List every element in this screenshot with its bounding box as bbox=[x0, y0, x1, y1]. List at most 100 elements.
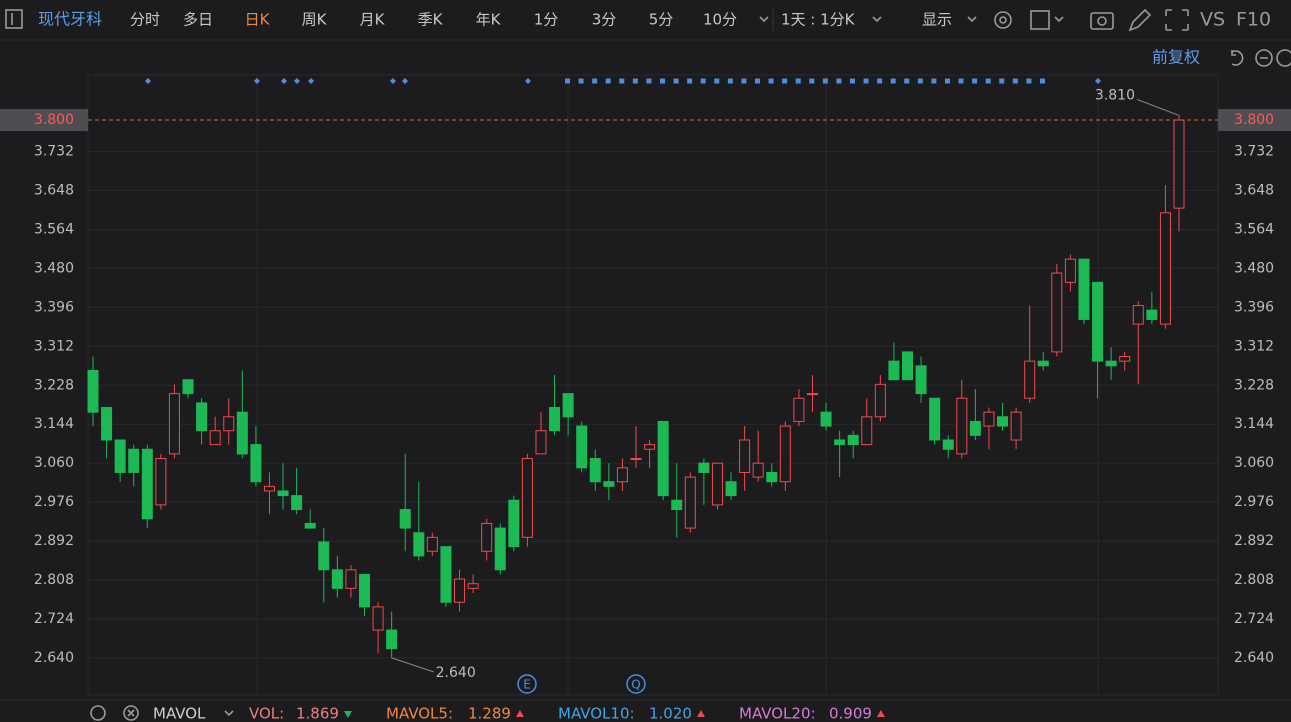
f10-button[interactable]: F10 bbox=[1236, 9, 1271, 31]
period-tab[interactable]: 年K bbox=[476, 11, 502, 29]
y-tick-label-right: 3.396 bbox=[1234, 299, 1274, 315]
candle-body bbox=[779, 425, 791, 483]
y-tick-label: 3.732 bbox=[34, 144, 74, 160]
candle-body bbox=[806, 393, 818, 396]
candle-body bbox=[684, 476, 696, 529]
stock-name[interactable]: 现代牙科 bbox=[38, 10, 102, 29]
layout-icon[interactable] bbox=[1030, 10, 1050, 30]
indicator-label: MAVOL5: bbox=[386, 705, 453, 722]
period-tab[interactable]: 季K bbox=[418, 11, 444, 29]
candle-body bbox=[304, 522, 316, 529]
candle-body bbox=[725, 481, 737, 497]
candle-body bbox=[155, 458, 167, 506]
candle-body bbox=[616, 467, 628, 483]
event-badge[interactable] bbox=[626, 674, 646, 694]
candle-body bbox=[1146, 309, 1158, 320]
trend-arrow bbox=[696, 710, 705, 717]
y-tick-label-right: 2.976 bbox=[1234, 494, 1274, 510]
indicator-values: VOL: 1.869 MAVOL5: 1.289 MAVOL10: 1.020 MAVOL2… bbox=[249, 705, 885, 722]
candle-body bbox=[413, 532, 425, 557]
candle-body bbox=[1119, 356, 1131, 362]
draw-icon[interactable] bbox=[1128, 8, 1152, 32]
y-tick-label: 3.060 bbox=[34, 455, 74, 471]
candle-body bbox=[114, 439, 126, 473]
period-tab[interactable]: 3分 bbox=[592, 11, 617, 29]
period-tab[interactable]: 月K bbox=[360, 11, 386, 29]
candle-body bbox=[101, 407, 113, 441]
candle-body bbox=[1010, 411, 1022, 441]
candle-body bbox=[508, 499, 520, 548]
candle-body bbox=[793, 397, 805, 422]
period-tab[interactable]: 日K bbox=[245, 11, 271, 29]
range-select[interactable]: 1天 : 1分K bbox=[781, 11, 856, 29]
candle-body bbox=[874, 383, 886, 418]
candle-body bbox=[644, 444, 656, 450]
candle-body bbox=[589, 458, 601, 483]
candle-body bbox=[657, 420, 669, 497]
period-tab[interactable]: 分时 bbox=[130, 11, 160, 29]
candle-body bbox=[562, 393, 574, 418]
candle-body bbox=[1037, 360, 1049, 367]
y-tick-label: 2.724 bbox=[34, 611, 74, 627]
candle-body bbox=[1132, 305, 1144, 325]
settings-icon[interactable] bbox=[994, 11, 1012, 29]
trend-arrow bbox=[515, 710, 524, 717]
min-leader bbox=[391, 657, 434, 673]
vs-button[interactable]: VS bbox=[1200, 9, 1225, 31]
candle-body bbox=[345, 569, 357, 589]
y-tick-label: 3.228 bbox=[34, 377, 74, 393]
period-tab[interactable]: 1分 bbox=[534, 11, 559, 29]
candle-body bbox=[1064, 258, 1076, 283]
candle-body bbox=[915, 365, 927, 395]
indicator-value: 1.020 bbox=[649, 705, 692, 722]
y-tick-label: 2.976 bbox=[34, 494, 74, 510]
indicator-value: 1.289 bbox=[468, 705, 511, 722]
candle-body bbox=[888, 360, 900, 381]
indicator-value: 0.909 bbox=[829, 705, 872, 722]
y-tick-label-right: 3.312 bbox=[1234, 338, 1274, 354]
adjust-mode[interactable]: 前复权 bbox=[1152, 48, 1200, 67]
candle-body bbox=[820, 411, 832, 427]
candle-body bbox=[1105, 360, 1117, 367]
reset-icon[interactable] bbox=[1231, 50, 1244, 66]
candle-body bbox=[630, 458, 642, 461]
zoom-in-icon[interactable] bbox=[1276, 49, 1291, 67]
candle-body bbox=[291, 495, 303, 511]
period-tab[interactable]: 周K bbox=[302, 11, 328, 29]
candle-body bbox=[671, 499, 683, 511]
period-tab[interactable]: 5分 bbox=[649, 11, 674, 29]
candle-body bbox=[87, 369, 99, 413]
candle-body bbox=[481, 522, 493, 552]
indicator-settings[interactable] bbox=[90, 705, 106, 721]
candle-body bbox=[739, 439, 751, 473]
candle-body bbox=[372, 606, 384, 631]
zoom-out-icon[interactable] bbox=[1255, 49, 1273, 67]
candle-body bbox=[535, 430, 547, 455]
trend-arrow bbox=[876, 710, 885, 717]
last-price-label-right: 3.800 bbox=[1234, 112, 1274, 128]
y-tick-label: 3.144 bbox=[34, 416, 74, 432]
candle-body bbox=[1078, 258, 1090, 320]
candle-body bbox=[236, 411, 248, 455]
period-tab[interactable]: 10分 bbox=[703, 11, 737, 29]
indicator-label: MAVOL20: bbox=[739, 705, 816, 722]
candle-body bbox=[983, 411, 995, 427]
indicator-name[interactable]: MAVOL bbox=[153, 705, 206, 722]
y-tick-label: 3.312 bbox=[34, 338, 74, 354]
fullscreen-icon[interactable] bbox=[1165, 9, 1189, 31]
period-tab[interactable]: 多日 bbox=[183, 11, 213, 29]
y-tick-label: 3.480 bbox=[34, 260, 74, 276]
indicator-value: 1.869 bbox=[296, 705, 339, 722]
candle-body bbox=[263, 485, 275, 492]
event-badge-label: E bbox=[523, 678, 531, 692]
candle-body bbox=[182, 379, 194, 395]
indicator-close[interactable] bbox=[123, 705, 139, 721]
event-badge-label: Q bbox=[631, 678, 640, 692]
candle-body bbox=[318, 541, 330, 571]
event-badge[interactable] bbox=[517, 674, 537, 694]
y-tick-label: 3.648 bbox=[34, 183, 74, 199]
display-menu[interactable]: 显示 bbox=[922, 11, 952, 29]
sidebar-icon[interactable] bbox=[5, 9, 23, 29]
chevron bbox=[224, 710, 234, 717]
screenshot-icon[interactable] bbox=[1090, 12, 1114, 30]
